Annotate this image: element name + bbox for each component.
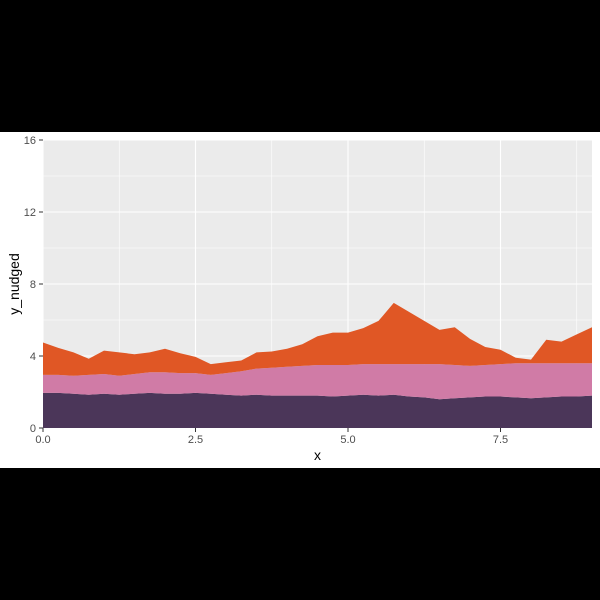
y-tick-label: 4 (30, 351, 36, 363)
area-series-2 (43, 363, 592, 400)
area-series (43, 302, 592, 428)
x-tick-label: 0.0 (35, 434, 50, 446)
area-series-3 (43, 302, 592, 376)
x-axis-title: x (314, 447, 321, 463)
x-tick-label: 2.5 (188, 434, 203, 446)
area-series-1 (43, 392, 592, 428)
y-axis-title: y_nudged (6, 253, 22, 315)
chart-figure: 0 4 8 12 16 0.0 2.5 5.0 7.5 x y_nudged (0, 132, 600, 468)
stacked-area-chart: 0 4 8 12 16 0.0 2.5 5.0 7.5 x y_nudged (6, 135, 592, 463)
y-tick-label: 16 (24, 135, 36, 147)
x-tick-label: 5.0 (340, 434, 355, 446)
y-tick-label: 12 (24, 207, 36, 219)
x-tick-label: 7.5 (493, 434, 508, 446)
axes: 0 4 8 12 16 0.0 2.5 5.0 7.5 (24, 135, 508, 446)
y-tick-label: 8 (30, 279, 36, 291)
y-tick-label: 0 (30, 423, 36, 435)
